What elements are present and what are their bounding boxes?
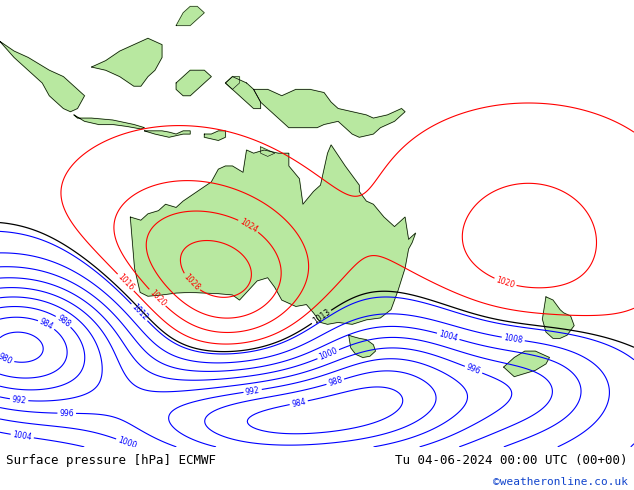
Text: 1000: 1000 — [117, 435, 138, 450]
Text: 1004: 1004 — [12, 430, 32, 442]
Text: 996: 996 — [60, 409, 74, 418]
Text: 1016: 1016 — [116, 272, 136, 293]
Text: 1020: 1020 — [495, 275, 516, 290]
Text: 1012: 1012 — [129, 302, 149, 322]
Text: 996: 996 — [465, 363, 482, 376]
Text: 984: 984 — [38, 317, 55, 332]
Polygon shape — [131, 145, 416, 324]
Text: 1024: 1024 — [238, 217, 259, 235]
Text: 988: 988 — [327, 375, 344, 388]
Text: 980: 980 — [0, 351, 14, 366]
Polygon shape — [0, 42, 84, 112]
Text: 1004: 1004 — [437, 329, 459, 343]
Text: 1013: 1013 — [311, 308, 332, 326]
Polygon shape — [226, 76, 240, 89]
Text: 1028: 1028 — [181, 272, 201, 293]
Polygon shape — [204, 131, 226, 141]
Text: 1000: 1000 — [318, 346, 339, 362]
Text: 992: 992 — [11, 395, 27, 405]
Polygon shape — [503, 351, 550, 377]
Text: 992: 992 — [245, 385, 261, 396]
Polygon shape — [543, 297, 574, 339]
Text: 1008: 1008 — [503, 333, 524, 345]
Polygon shape — [91, 38, 162, 86]
Polygon shape — [176, 70, 211, 96]
Text: 988: 988 — [55, 314, 72, 329]
Polygon shape — [254, 89, 405, 137]
Text: 1020: 1020 — [147, 288, 167, 308]
Polygon shape — [145, 131, 190, 137]
Polygon shape — [261, 147, 275, 156]
Polygon shape — [176, 6, 204, 25]
Polygon shape — [349, 335, 375, 358]
Text: ©weatheronline.co.uk: ©weatheronline.co.uk — [493, 477, 628, 487]
Text: Tu 04-06-2024 00:00 UTC (00+00): Tu 04-06-2024 00:00 UTC (00+00) — [395, 454, 628, 467]
Polygon shape — [226, 76, 261, 108]
Text: 984: 984 — [291, 397, 307, 409]
Text: Surface pressure [hPa] ECMWF: Surface pressure [hPa] ECMWF — [6, 454, 216, 467]
Polygon shape — [74, 115, 145, 129]
